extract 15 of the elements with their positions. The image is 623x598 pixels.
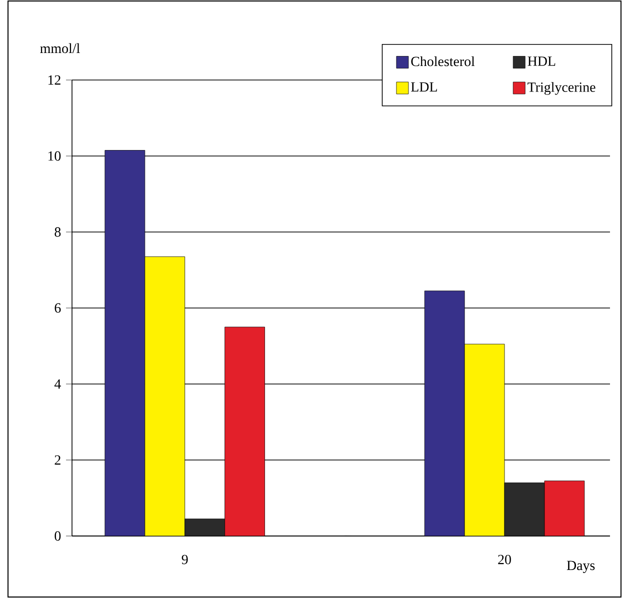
x-tick-label: 20 — [498, 554, 511, 564]
y-tick-label: 12 — [48, 75, 60, 85]
legend-label: Triglycerine — [528, 82, 596, 95]
x-tick-label: 9 — [182, 554, 188, 564]
y-tick-label: 6 — [54, 303, 61, 313]
y-tick-label: 4 — [54, 379, 61, 389]
y-tick-label: 0 — [54, 531, 61, 541]
legend-label: HDL — [528, 56, 556, 66]
y-axis-title: mmol/l — [40, 43, 80, 54]
legend-label: LDL — [411, 82, 437, 92]
y-tick-label: 2 — [54, 455, 60, 465]
y-tick-label: 8 — [54, 227, 61, 237]
y-tick-label: 10 — [48, 151, 61, 161]
legend-label: Cholesterol — [411, 56, 475, 66]
x-axis-title: Days — [566, 560, 595, 573]
